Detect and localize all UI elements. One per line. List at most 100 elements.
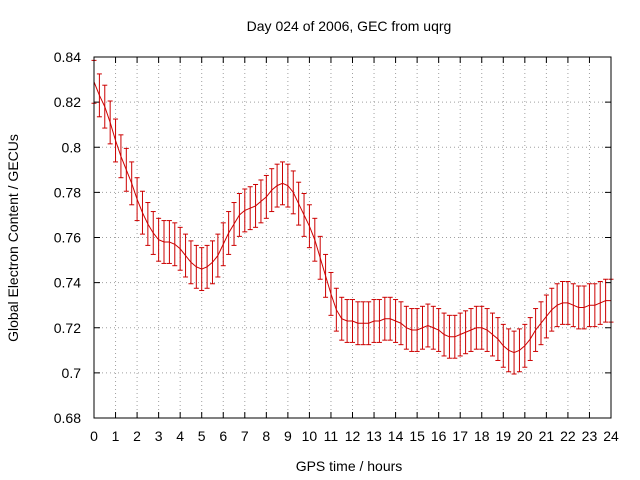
error-bar <box>156 217 162 262</box>
error-bar <box>172 222 178 267</box>
error-bar <box>301 193 307 237</box>
error-bar <box>592 283 598 328</box>
error-bar <box>597 280 603 325</box>
x-tick-label: 14 <box>388 428 404 444</box>
error-bar <box>479 305 485 350</box>
y-tick-label: 0.74 <box>54 275 81 291</box>
error-bar <box>123 147 129 192</box>
x-tick-label: 5 <box>198 428 206 444</box>
error-bar <box>312 217 318 262</box>
error-bar <box>463 310 469 355</box>
error-bar <box>118 134 124 179</box>
error-bar <box>129 161 135 206</box>
error-bar <box>441 312 447 357</box>
error-bar <box>344 299 350 343</box>
error-bar <box>350 299 355 343</box>
error-bar <box>177 226 183 271</box>
error-bar <box>484 308 490 352</box>
x-tick-label: 15 <box>409 428 425 444</box>
x-tick-label: 21 <box>539 428 555 444</box>
error-bar <box>533 308 539 352</box>
error-bar <box>253 183 259 228</box>
error-bar <box>226 211 232 255</box>
x-tick-label: 8 <box>262 428 270 444</box>
x-tick-label: 12 <box>345 428 361 444</box>
error-bar <box>296 181 302 226</box>
error-bar <box>220 222 226 267</box>
error-bar <box>333 287 339 332</box>
error-bar <box>500 323 506 368</box>
error-bar <box>560 280 566 325</box>
error-bar <box>231 202 237 246</box>
error-bar <box>522 323 528 368</box>
error-bar <box>161 220 167 264</box>
error-bar <box>549 287 555 332</box>
y-tick-label: 0.82 <box>54 94 81 110</box>
x-tick-label: 11 <box>324 428 339 444</box>
y-tick-label: 0.76 <box>54 230 81 246</box>
error-bar <box>495 317 501 361</box>
error-bar <box>236 193 242 237</box>
error-bar <box>209 240 215 285</box>
x-tick-label: 7 <box>241 428 249 444</box>
error-bar <box>538 301 544 346</box>
error-bar <box>247 186 253 231</box>
error-bar <box>409 308 415 352</box>
x-tick-label: 1 <box>112 428 120 444</box>
error-bar <box>113 118 119 163</box>
error-bar <box>543 294 549 339</box>
error-bar <box>511 330 517 375</box>
plot-frame <box>93 56 612 419</box>
x-tick-label: 4 <box>176 428 184 444</box>
y-axis-label: Global Electron Content / GECUs <box>5 134 21 342</box>
x-tick-label: 3 <box>155 428 163 444</box>
error-bar <box>414 308 420 352</box>
y-tick-label: 0.84 <box>54 49 81 65</box>
tick-labels: 0 1 2 3 4 5 6 7 8 9 10 11 12 13 14 15 16 17 18 19 20 21 22 23 24… <box>54 49 619 444</box>
y-tick-label: 0.68 <box>54 410 81 426</box>
error-bar <box>581 285 587 330</box>
y-tick-label: 0.78 <box>54 184 81 200</box>
error-bar <box>323 253 329 298</box>
error-bar <box>371 299 377 343</box>
x-tick-label: 2 <box>133 428 141 444</box>
error-bar <box>425 303 431 348</box>
error-bar <box>102 84 108 129</box>
data-series <box>91 59 614 375</box>
x-tick-label: 16 <box>431 428 447 444</box>
error-bar <box>269 168 275 213</box>
error-bar <box>166 220 172 264</box>
error-bar <box>452 314 458 359</box>
error-bar <box>376 299 382 343</box>
chart-title: Day 024 of 2006, GEC from uqrg <box>247 18 452 34</box>
error-bar <box>355 301 361 346</box>
error-bar <box>193 244 199 289</box>
error-bar <box>328 271 334 316</box>
error-bar <box>473 305 479 350</box>
error-bar <box>183 233 189 278</box>
error-bar <box>393 299 399 343</box>
x-tick-label: 0 <box>90 428 98 444</box>
error-bar <box>215 233 221 278</box>
error-bar <box>490 312 496 357</box>
error-bar <box>516 328 522 373</box>
error-bar <box>199 247 205 292</box>
error-bar <box>527 317 533 361</box>
error-bar <box>96 73 102 118</box>
error-bar <box>258 179 264 224</box>
error-bar <box>398 301 404 346</box>
error-bar <box>446 314 452 359</box>
error-bar <box>107 100 113 145</box>
error-bar <box>290 170 296 215</box>
error-bar <box>457 312 463 357</box>
y-tick-label: 0.8 <box>62 139 82 155</box>
error-bar <box>274 163 280 208</box>
x-tick-label: 10 <box>302 428 318 444</box>
error-bar <box>285 163 291 208</box>
error-bar <box>430 305 436 350</box>
error-bar <box>339 296 345 341</box>
error-bar <box>204 244 210 289</box>
error-bar <box>387 296 393 341</box>
error-bar <box>468 308 474 352</box>
